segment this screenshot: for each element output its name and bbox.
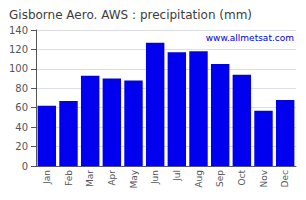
svg-text:120: 120 [9, 44, 28, 55]
svg-text:Dec: Dec [280, 170, 290, 187]
svg-text:Jul: Jul [172, 170, 182, 182]
svg-text:Oct: Oct [237, 170, 247, 186]
svg-text:www.allmetsat.com: www.allmetsat.com [206, 33, 294, 43]
svg-text:Sep: Sep [215, 170, 225, 187]
svg-text:Nov: Nov [259, 169, 269, 187]
svg-text:100: 100 [9, 63, 28, 74]
svg-text:May: May [129, 169, 139, 188]
svg-text:Mar: Mar [85, 170, 95, 187]
svg-text:Gisborne Aero. AWS : precipita: Gisborne Aero. AWS : precipitation (mm) [9, 8, 252, 22]
svg-text:80: 80 [15, 83, 28, 94]
svg-text:Feb: Feb [64, 170, 74, 186]
svg-text:Aug: Aug [194, 170, 204, 188]
svg-text:Jun: Jun [150, 170, 160, 185]
svg-text:Apr: Apr [107, 170, 117, 186]
svg-text:40: 40 [15, 122, 28, 133]
svg-text:20: 20 [15, 141, 28, 152]
svg-text:140: 140 [9, 25, 28, 36]
svg-text:0: 0 [22, 161, 28, 172]
svg-text:Jan: Jan [42, 170, 52, 185]
svg-text:60: 60 [15, 102, 28, 113]
